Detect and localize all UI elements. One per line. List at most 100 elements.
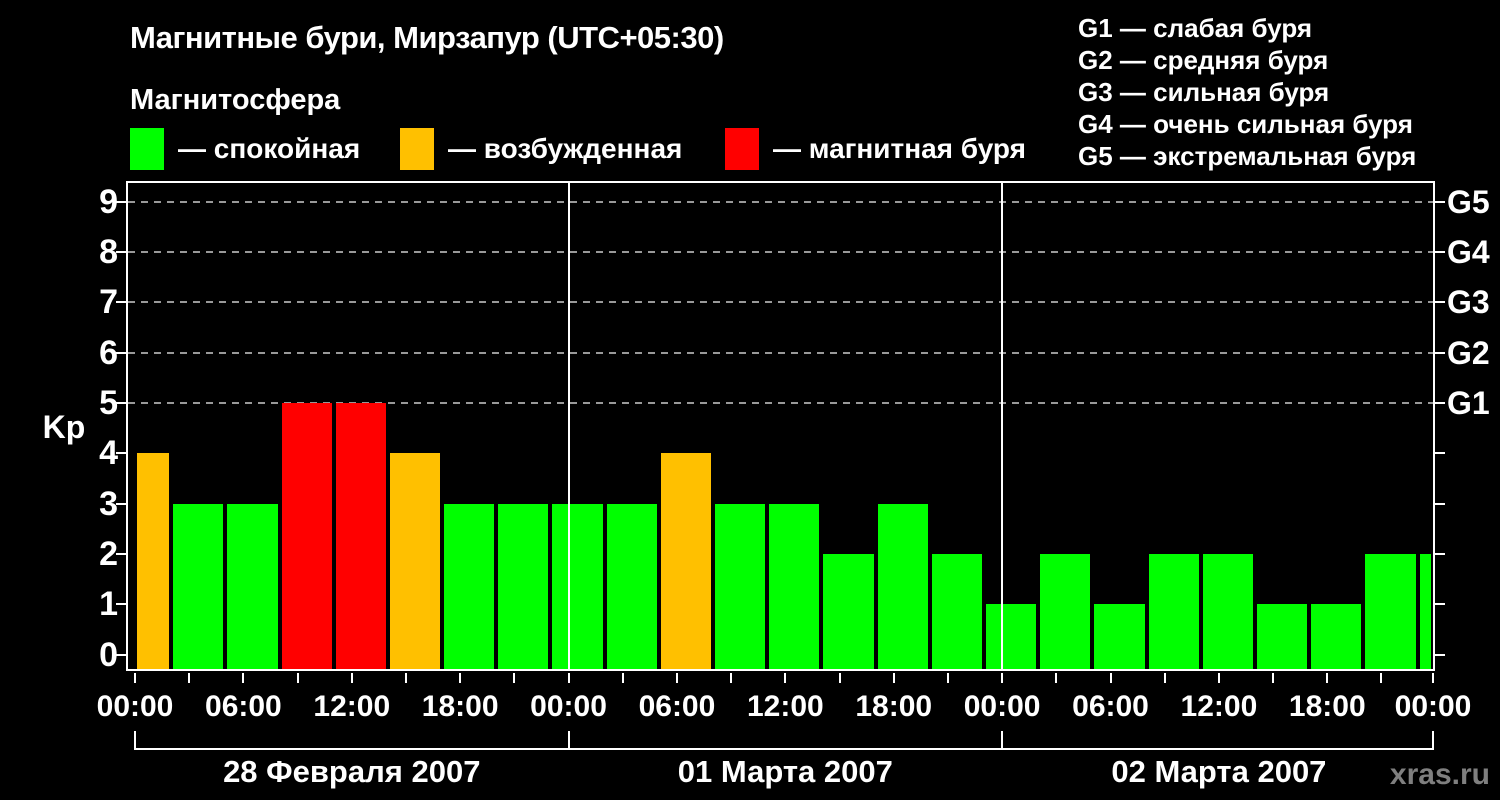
kp-bar <box>660 453 712 669</box>
y-tick-mark-left <box>116 603 126 606</box>
y-tick-mark-right <box>1435 552 1445 555</box>
x-tick-mark <box>1272 673 1275 683</box>
x-tick-mark <box>296 673 299 683</box>
kp-bar <box>444 503 495 669</box>
x-tick-mark <box>1055 673 1058 683</box>
kp-bar <box>877 503 928 669</box>
gridline-kp6 <box>128 351 1433 354</box>
kp-bar <box>715 503 766 669</box>
kp-bar <box>389 453 441 669</box>
date-bracket-tick <box>567 731 570 750</box>
y-tick-label: 4 <box>99 434 118 473</box>
date-label: 01 Марта 2007 <box>677 754 893 789</box>
kp-bar <box>1148 553 1199 669</box>
y-tick-mark-left <box>116 402 126 404</box>
y-tick-label: 1 <box>99 585 118 624</box>
legend-label-quiet: — спокойная <box>178 133 361 164</box>
x-tick-label: 18:00 <box>855 690 933 723</box>
x-tick-label: 00:00 <box>530 690 607 723</box>
x-tick-mark <box>1001 673 1004 683</box>
x-tick-mark <box>1326 673 1329 683</box>
plot-area <box>126 181 1435 671</box>
x-tick-mark <box>621 673 624 683</box>
page-subtitle: Магнитосфера <box>130 84 341 116</box>
g1-legend-line: G1 — слабая буря <box>1078 13 1313 43</box>
legend-label-storm: — магнитная буря <box>773 133 1026 164</box>
gridline-kp9 <box>128 200 1433 203</box>
g-scale-label: G5 <box>1447 183 1490 220</box>
x-tick-label: 00:00 <box>96 690 174 723</box>
kp-bar <box>281 403 332 669</box>
kp-bar <box>1365 553 1416 669</box>
y-tick-mark-left <box>116 301 126 304</box>
y-tick-mark-right <box>1435 402 1445 404</box>
y-tick-mark-right <box>1435 452 1445 455</box>
x-tick-mark <box>1163 673 1166 683</box>
kp-bar <box>1094 604 1145 669</box>
g5-legend-line: G5 — экстремальная буря <box>1078 141 1417 171</box>
kp-bar <box>823 553 874 669</box>
y-tick-mark-right <box>1435 603 1445 606</box>
y-tick-label: 0 <box>99 635 118 674</box>
g-scale-label: G2 <box>1447 334 1490 371</box>
kp-bar <box>1311 604 1362 669</box>
x-tick-mark <box>513 673 516 683</box>
x-tick-label: 00:00 <box>963 690 1041 723</box>
kp-bar <box>498 503 549 669</box>
x-tick-mark <box>404 673 407 683</box>
x-tick-label: 12:00 <box>1180 690 1258 723</box>
legend-label-unsettled: — возбужденная <box>448 133 683 164</box>
x-tick-label: 18:00 <box>1288 690 1366 723</box>
gridline-kp8 <box>128 251 1433 254</box>
date-label: 02 Марта 2007 <box>1111 754 1327 789</box>
x-tick-label: 06:00 <box>205 690 282 723</box>
kp-bar <box>173 503 224 669</box>
x-tick-mark <box>675 673 678 683</box>
x-tick-label: 18:00 <box>421 690 499 723</box>
y-tick-label: 8 <box>99 233 118 272</box>
day-separator <box>567 183 570 669</box>
y-tick-label: 9 <box>99 182 118 221</box>
kp-bar <box>1202 553 1254 669</box>
x-tick-mark <box>892 673 895 683</box>
y-tick-label: 3 <box>99 484 118 523</box>
y-tick-label: 5 <box>99 384 118 422</box>
kp-bar <box>552 503 603 669</box>
y-tick-label: 2 <box>99 534 118 573</box>
y-tick-mark-left <box>116 200 126 203</box>
x-tick-label: 12:00 <box>746 690 824 723</box>
y-axis-title: Kp <box>42 409 86 445</box>
date-bracket-tick <box>1001 731 1004 750</box>
g-scale-label: G1 <box>1447 385 1490 421</box>
unsettled-color-swatch <box>400 128 434 170</box>
day-separator <box>1001 183 1004 669</box>
date-bracket-tick <box>134 731 136 750</box>
x-tick-mark <box>784 673 787 683</box>
g-scale-label: G4 <box>1447 234 1490 271</box>
y-tick-mark-right <box>1435 301 1445 304</box>
x-tick-label: 12:00 <box>313 690 391 723</box>
y-tick-mark-left <box>116 452 126 455</box>
x-tick-mark <box>134 673 136 683</box>
x-tick-mark <box>459 673 462 683</box>
kp-bar <box>335 403 386 669</box>
y-tick-mark-left <box>116 653 126 656</box>
kp-bar <box>769 503 820 669</box>
kp-bar <box>986 604 1037 669</box>
y-tick-label: 6 <box>99 333 118 372</box>
y-tick-mark-left <box>116 502 126 505</box>
date-bracket-tick <box>1432 731 1434 750</box>
x-tick-mark <box>1380 673 1383 683</box>
g-scale-label: G3 <box>1447 284 1490 321</box>
x-tick-mark <box>350 673 353 683</box>
g-scale-legend: G1 — слабая буря G2 — средняя буря G3 — … <box>1078 12 1416 172</box>
kp-bar <box>137 453 170 669</box>
g4-legend-line: G4 — очень сильная буря <box>1078 109 1413 139</box>
quiet-color-swatch <box>130 128 164 170</box>
y-tick-mark-right <box>1435 653 1445 656</box>
x-tick-mark <box>730 673 733 683</box>
y-tick-label: 7 <box>99 283 118 322</box>
gridline-kp7 <box>128 301 1433 304</box>
kp-bar <box>1040 553 1091 669</box>
